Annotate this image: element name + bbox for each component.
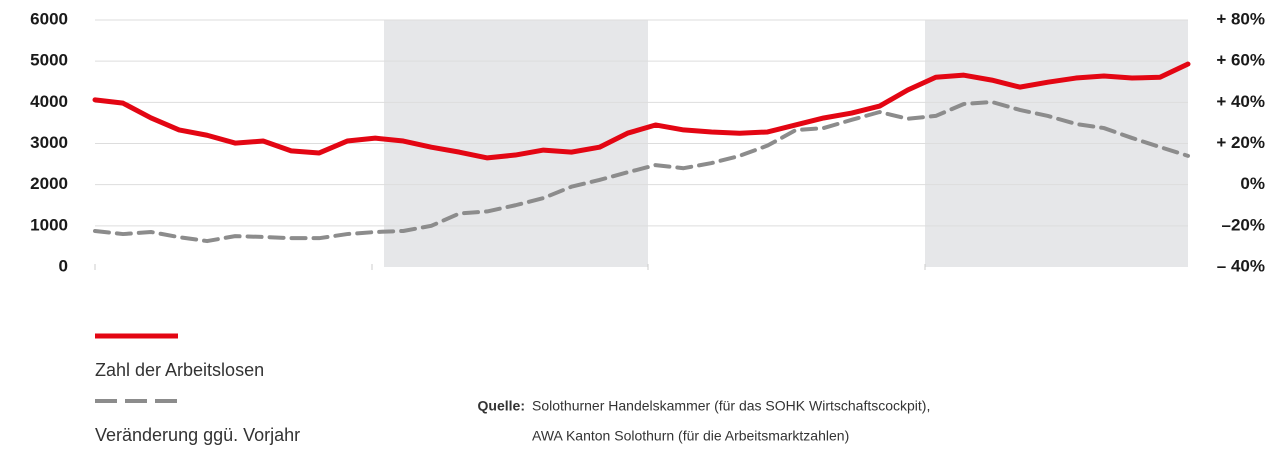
y2-tick-label: – 40% — [1217, 256, 1265, 275]
y2-tick-label: + 80% — [1216, 9, 1265, 28]
y2-tick-label: 0% — [1240, 174, 1265, 193]
series-line — [93, 99, 1190, 244]
series-line — [92, 61, 1191, 161]
y2-tick-label: –20% — [1222, 215, 1265, 234]
y-tick-label: 2000 — [30, 174, 68, 193]
y2-tick-label: + 40% — [1216, 92, 1265, 111]
y-tick-label: 4000 — [30, 92, 68, 111]
y-tick-label: 0 — [59, 256, 68, 275]
x-ticks — [94, 264, 926, 270]
y2-tick-label: + 20% — [1216, 133, 1265, 152]
y-tick-label: 6000 — [30, 9, 68, 28]
legend-label: Zahl der Arbeitslosen — [95, 360, 264, 380]
y2-tick-label: + 60% — [1216, 51, 1265, 70]
y-tick-label: 3000 — [30, 133, 68, 152]
legend-label: Veränderung ggü. Vorjahr — [95, 425, 300, 445]
source-text: Solothurner Handelskammer (für das SOHK … — [532, 398, 930, 414]
y-tick-label: 5000 — [30, 51, 68, 70]
source-text: AWA Kanton Solothurn (für die Arbeitsmar… — [532, 428, 849, 444]
source-label: Quelle: — [478, 398, 525, 414]
y-tick-label: 1000 — [30, 215, 68, 234]
